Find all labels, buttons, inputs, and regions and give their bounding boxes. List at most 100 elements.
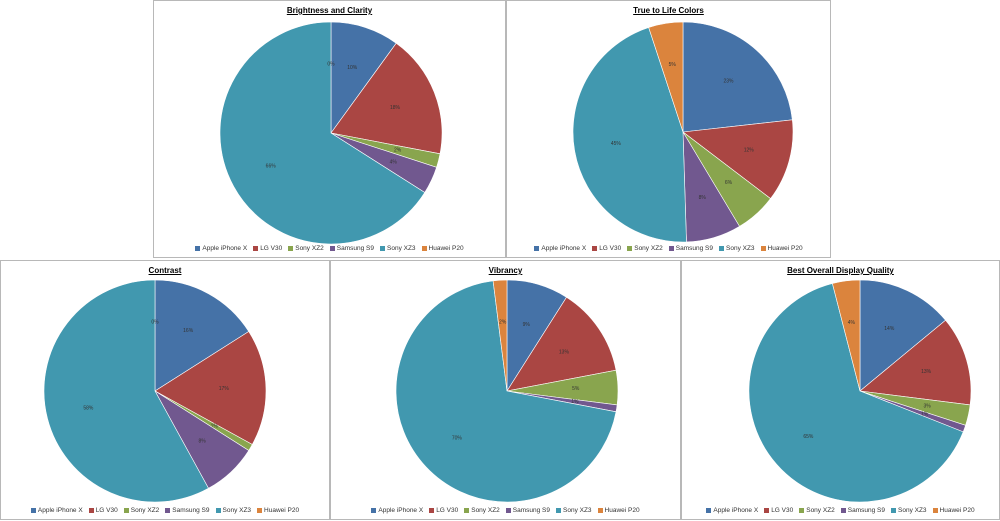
pie-slice-apple-iphone-x — [154, 279, 250, 392]
legend: Apple iPhone X LG V30 Sony XZ2 Samsung S9 So… — [154, 245, 505, 252]
chart-brightness-and-clarity: Brightness and Clarity 10% 18% 2% 4% 66% 0% A… — [153, 0, 506, 258]
chart-best-overall-display-quality: Best Overall Display Quality 14% 13% 3% 1% 6… — [681, 260, 1000, 520]
data-label-huawei-p20: 0% — [151, 320, 159, 326]
legend-swatch — [257, 507, 263, 513]
legend-swatch — [706, 507, 712, 513]
data-label-sony-xz3: 70% — [452, 435, 463, 441]
pie-slice-sony-xz3 — [395, 280, 617, 503]
pie-slice-huawei-p20 — [648, 21, 684, 133]
pie-plot: 14% 13% 3% 1% 65% 4% — [748, 279, 972, 503]
data-label-apple-iphone-x: 16% — [183, 328, 194, 334]
legend-swatch — [668, 245, 674, 251]
legend-label: Samsung S9 — [675, 244, 713, 252]
legend-swatch — [627, 245, 633, 251]
pie-plot: 9% 13% 5% 1% 70% 2% — [395, 279, 619, 503]
legend-swatch — [380, 245, 385, 251]
pie-slice-sony-xz3 — [748, 283, 964, 503]
legend-item-lg-v30: LG V30 — [253, 245, 282, 252]
legend-label: Sony XZ3 — [563, 506, 592, 514]
legend-item-sony-xz2: Sony XZ2 — [627, 245, 663, 252]
legend-label: Apple iPhone X — [202, 244, 248, 252]
pie-slice-lg-v30 — [330, 42, 443, 155]
legend-item-lg-v30: LG V30 — [592, 245, 621, 252]
legend-swatch — [123, 507, 129, 513]
legend-label: Huawei P20 — [428, 244, 464, 252]
data-label-sony-xz2: 6% — [725, 180, 733, 186]
legend-label: Sony XZ3 — [726, 244, 755, 252]
legend-label: Huawei P20 — [939, 506, 975, 514]
data-label-sony-xz2: 3% — [924, 403, 932, 409]
legend-label: Sony XZ3 — [387, 244, 416, 252]
legend-label: Apple iPhone X — [37, 506, 83, 514]
legend-item-apple-iphone-x: Apple iPhone X — [371, 507, 423, 514]
legend-swatch — [764, 507, 770, 513]
legend-item-lg-v30: LG V30 — [429, 507, 458, 514]
data-label-apple-iphone-x: 14% — [884, 326, 895, 332]
legend-swatch — [88, 507, 94, 513]
legend-swatch — [597, 507, 603, 513]
legend-label: Sony XZ2 — [130, 506, 160, 514]
legend-swatch — [215, 507, 221, 513]
legend-label: Apple iPhone X — [378, 506, 424, 514]
legend-label: LG V30 — [260, 244, 283, 252]
legend-swatch — [840, 507, 846, 513]
legend-item-sony-xz3: Sony XZ3 — [215, 506, 252, 514]
data-label-apple-iphone-x: 10% — [347, 65, 358, 71]
pie-slice-huawei-p20 — [492, 279, 508, 392]
data-label-huawei-p20: 4% — [848, 320, 856, 326]
legend-label: Sony XZ3 — [222, 506, 252, 514]
legend-swatch — [253, 245, 259, 251]
legend-label: Sony XZ3 — [898, 506, 927, 514]
data-label-sony-xz2: 5% — [572, 386, 580, 392]
legend-label: Huawei P20 — [264, 506, 300, 514]
legend-label: LG V30 — [771, 506, 794, 514]
legend-item-sony-xz3: Sony XZ3 — [891, 507, 927, 514]
pie-slice-lg-v30 — [154, 331, 267, 445]
legend: Apple iPhone X LG V30 Sony XZ2 Samsung S9 So… — [682, 507, 999, 514]
legend-swatch — [760, 245, 766, 251]
legend-item-huawei-p20: Huawei P20 — [597, 507, 640, 514]
legend-item-apple-iphone-x: Apple iPhone X — [706, 507, 758, 514]
legend-swatch — [165, 507, 171, 513]
data-label-samsung-s9: 8% — [699, 195, 707, 201]
legend-swatch — [421, 245, 427, 251]
legend-label: Apple iPhone X — [541, 244, 587, 252]
chart-title: Best Overall Display Quality — [787, 266, 894, 275]
legend: Apple iPhone X LG V30 Sony XZ2 Samsung S9 So… — [1, 507, 329, 514]
data-label-sony-xz3: 66% — [266, 163, 277, 169]
chart-title: Contrast — [148, 266, 182, 275]
data-label-sony-xz2: 2% — [394, 147, 402, 153]
data-label-apple-iphone-x: 9% — [523, 322, 531, 328]
data-label-sony-xz3: 58% — [83, 405, 94, 411]
legend-label: LG V30 — [95, 506, 118, 514]
chart-title: Vibrancy — [488, 266, 523, 275]
data-label-huawei-p20: 5% — [669, 62, 677, 68]
legend-label: Samsung S9 — [336, 244, 374, 252]
data-label-sony-xz3: 65% — [803, 434, 814, 440]
chart-title: Brightness and Clarity — [286, 6, 373, 15]
legend-swatch — [371, 507, 377, 513]
legend-label: LG V30 — [436, 506, 459, 514]
legend-swatch — [891, 507, 896, 513]
legend-label: Apple iPhone X — [713, 506, 759, 514]
legend-label: Samsung S9 — [512, 506, 550, 514]
legend-item-samsung-s9: Samsung S9 — [840, 507, 885, 514]
legend-swatch — [932, 507, 938, 513]
pie-slice-sony-xz3 — [43, 279, 209, 503]
data-label-apple-iphone-x: 23% — [723, 79, 734, 85]
data-label-lg-v30: 13% — [559, 350, 570, 356]
legend-item-sony-xz2: Sony XZ2 — [464, 507, 500, 514]
data-label-lg-v30: 17% — [219, 386, 230, 392]
chart-true-to-life-colors: True to Life Colors 23% 12% 6% 8% 45% 5% Appl… — [506, 0, 831, 258]
legend-item-lg-v30: LG V30 — [764, 507, 793, 514]
legend-item-huawei-p20: Huawei P20 — [421, 244, 464, 252]
pie-plot: 16% 17% 1% 8% 58% 0% — [43, 279, 267, 503]
legend: Apple iPhone X LG V30 Sony XZ2 Samsung S9 So… — [331, 507, 680, 514]
legend-item-huawei-p20: Huawei P20 — [257, 507, 299, 514]
legend-swatch — [719, 245, 724, 251]
legend-label: Sony XZ2 — [471, 506, 500, 514]
pie-slice-lg-v30 — [506, 296, 617, 392]
legend-item-samsung-s9: Samsung S9 — [165, 507, 210, 514]
legend-swatch — [30, 507, 36, 513]
legend-item-sony-xz3: Sony XZ3 — [719, 245, 755, 252]
